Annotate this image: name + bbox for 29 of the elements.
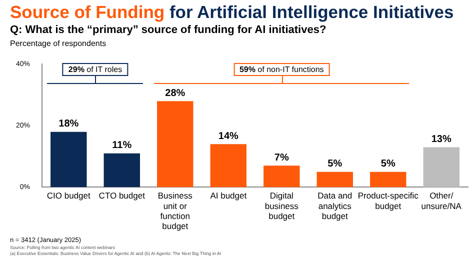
data-label: 5% — [380, 158, 396, 170]
data-label: 28% — [165, 88, 186, 99]
bar — [104, 153, 140, 188]
bar — [370, 172, 406, 188]
x-tick-label: Digital business budget — [264, 190, 298, 222]
x-tick-label: Product-specific budget — [358, 190, 420, 211]
data-label: 5% — [328, 158, 342, 170]
bar — [316, 172, 353, 188]
y-axis-title: Percentage of respondents — [10, 39, 106, 48]
annotation: 29% of IT roles — [62, 63, 128, 76]
x-tick-label: CIO budget — [46, 190, 91, 201]
bar — [50, 132, 87, 188]
x-tick-label: Data and analytics budget — [318, 190, 352, 222]
chart-title: Source of Funding for Artificial Intelligence Initiatives — [10, 2, 454, 22]
data-label: 14% — [218, 130, 238, 142]
x-tick-label: Other/ unsure/NA — [421, 190, 462, 211]
bar — [423, 147, 460, 188]
annotation: 59% of non-IT functions — [233, 63, 330, 76]
bar — [210, 144, 246, 188]
data-label: 11% — [112, 140, 132, 152]
chart-subtitle: Q: What is the “primary” source of funding for AI initiatives? — [10, 24, 326, 36]
x-tick-label: CTO budget — [98, 190, 146, 201]
data-label: 18% — [58, 118, 79, 130]
data-label: 7% — [274, 152, 289, 164]
x-tick-label: Business unit or function budget — [158, 190, 192, 232]
bar — [264, 166, 300, 188]
data-label: 13% — [431, 134, 452, 145]
x-tick-label: AI budget — [210, 190, 248, 201]
bar — [157, 101, 194, 188]
